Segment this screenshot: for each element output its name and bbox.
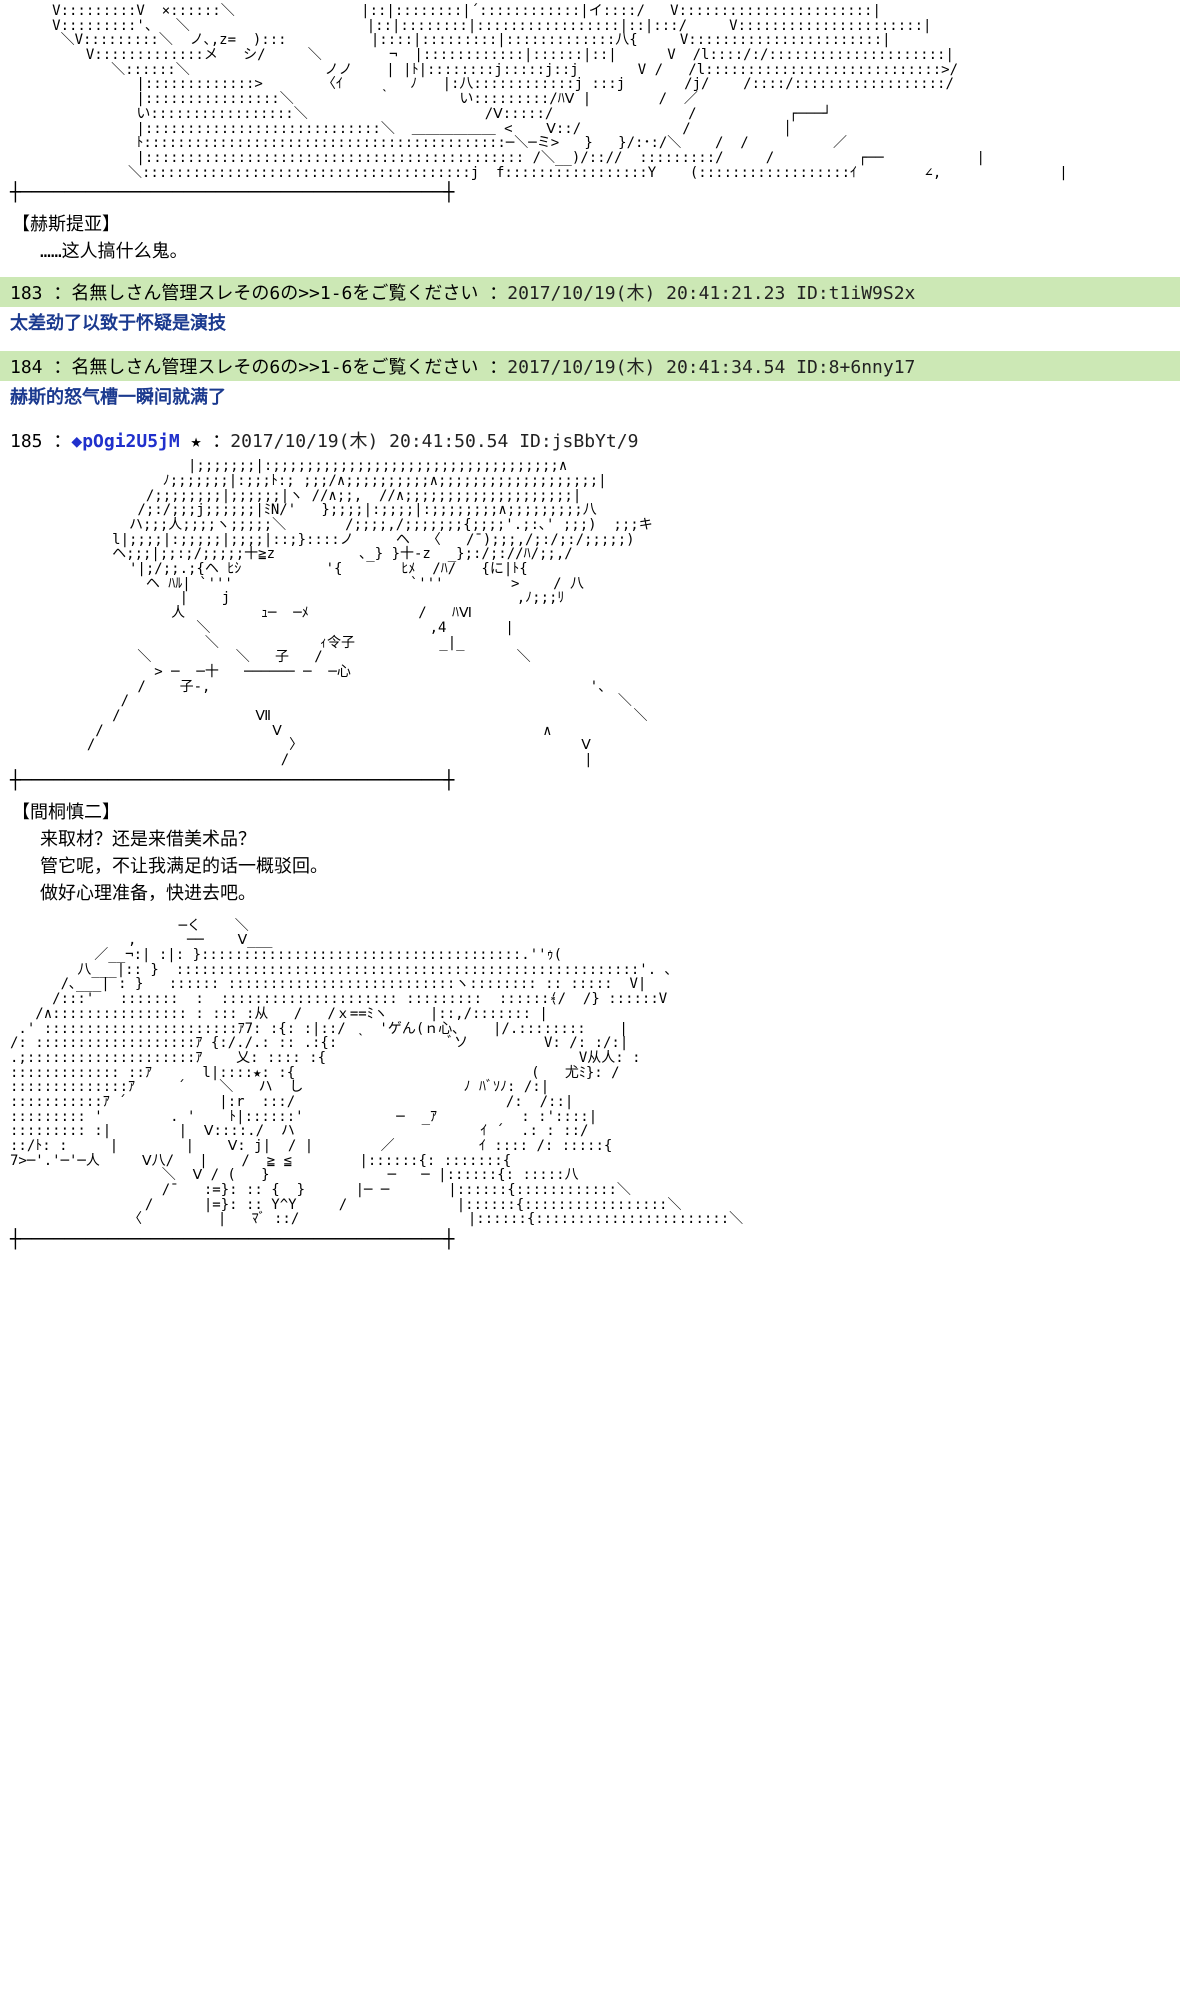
- ascii-art-block-2: |;;;;;;;|:;;;;;;;;;;;;;;;;;;;;;;;;;;;;;;…: [70, 459, 1180, 767]
- post-name: 名無しさん管理スレその6の>>1-6をご覧ください: [71, 357, 478, 378]
- ascii-art-block-1: V:::::::::V ×::::::＼ |::|::::::::|´:::::…: [10, 4, 1180, 180]
- divider-3: ┼───────────────────────────────────────…: [10, 1231, 1170, 1249]
- speaker-label-2: 【間桐慎二】: [12, 798, 1180, 824]
- divider-2: ┼───────────────────────────────────────…: [10, 772, 1170, 790]
- post-id: ID:t1iW9S2x: [796, 283, 915, 304]
- post-header-184: 184 ：名無しさん管理スレその6の>>1-6をご覧ください ：2017/10/…: [0, 351, 1180, 381]
- post-number: 183: [10, 283, 43, 304]
- post-number: 184: [10, 357, 43, 378]
- dialogue-text-2: 来取材？还是来借美术品？ 管它呢，不让我满足的话一概驳回。 做好心理准备，快进去…: [40, 826, 1180, 907]
- star-icon: ★: [191, 431, 202, 452]
- post-trip: ◆pOgi2U5jM: [71, 431, 179, 452]
- post-datetime: 2017/10/19(木) 20:41:50.54: [230, 431, 508, 452]
- post-datetime: 2017/10/19(木) 20:41:21.23: [507, 283, 785, 304]
- post-id: ID:8+6nny17: [796, 357, 915, 378]
- speaker-label-1: 【赫斯提亚】: [12, 210, 1180, 236]
- post-header-183: 183 ：名無しさん管理スレその6の>>1-6をご覧ください ：2017/10/…: [0, 277, 1180, 307]
- post-name: 名無しさん管理スレその6の>>1-6をご覧ください: [71, 283, 478, 304]
- post-number: 185: [10, 431, 43, 452]
- ascii-art-block-3: ─く ＼ , ── Ⅴ___ ／__¬:| :|: }:::::::::::::…: [10, 919, 1180, 1227]
- post-id: ID:jsBbYt/9: [519, 431, 638, 452]
- post-body-183: 太差劲了以致于怀疑是演技: [0, 307, 1180, 341]
- post-datetime: 2017/10/19(木) 20:41:34.54: [507, 357, 785, 378]
- divider-1: ┼───────────────────────────────────────…: [10, 184, 1170, 202]
- dialogue-text-1: ……这人搞什么鬼。: [40, 238, 1180, 265]
- post-body-184: 赫斯的怒气槽一瞬间就满了: [0, 381, 1180, 415]
- post-header-185: 185 ：◆pOgi2U5jM ★ ：2017/10/19(木) 20:41:5…: [0, 425, 1180, 455]
